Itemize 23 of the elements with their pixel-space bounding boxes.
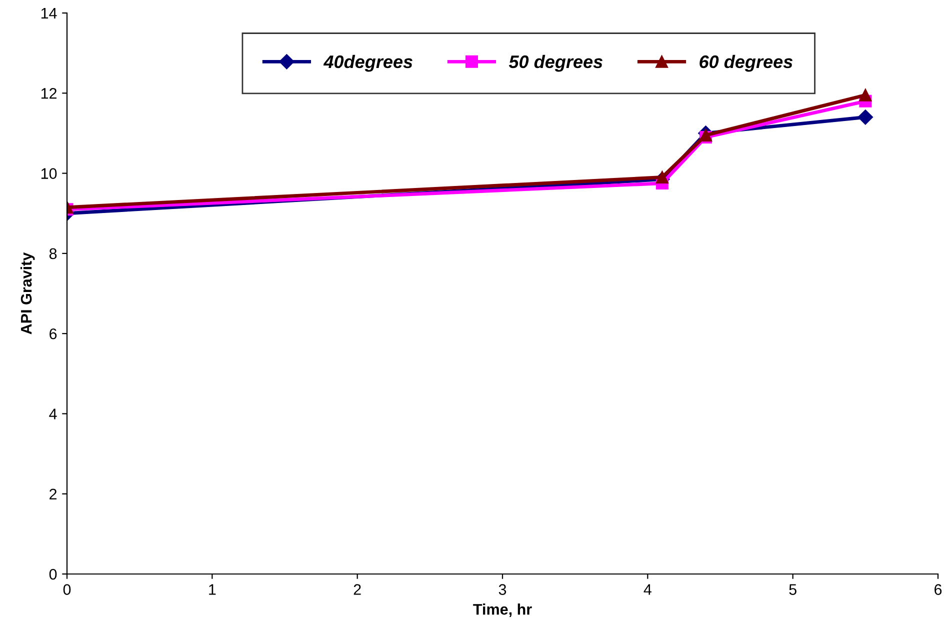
y-tick-label: 6 [50, 328, 57, 340]
y-tick-label: 2 [50, 488, 57, 500]
legend-label: 40degrees [323, 54, 412, 72]
point [859, 88, 872, 102]
x-tick-label: 6 [934, 584, 942, 595]
y-tick-label: 8 [49, 248, 57, 260]
x-tick-label: 2 [354, 584, 361, 595]
x-tick-label: 5 [789, 584, 796, 595]
x-axis-title: Time, hr [473, 604, 532, 617]
x-tick-label: 0 [63, 584, 71, 595]
y-tick-label: 12 [41, 88, 57, 99]
y-tick-label: 10 [41, 168, 57, 179]
y-tick-label: 4 [49, 408, 57, 420]
y-tick-label: 14 [41, 8, 57, 19]
y-tick-label: 0 [49, 568, 57, 580]
legend-label: 60 degrees [700, 54, 793, 72]
point [656, 171, 668, 184]
y-axis-title: API Gravity [20, 252, 35, 334]
x-tick-label: 4 [644, 584, 652, 595]
point [858, 110, 873, 125]
x-tick-label: 1 [209, 584, 216, 595]
x-tick-label: 3 [498, 584, 506, 595]
legend-label: 50 degrees [508, 54, 602, 72]
